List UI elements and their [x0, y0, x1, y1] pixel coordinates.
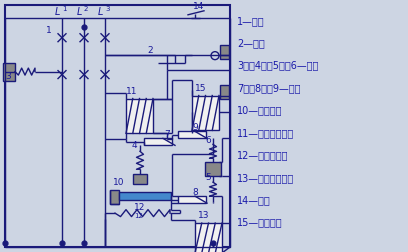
- Text: L: L: [77, 7, 82, 17]
- Bar: [110, 191, 119, 204]
- Bar: [126, 99, 153, 134]
- Bar: [144, 139, 172, 146]
- Bar: [5, 6, 230, 247]
- Text: 3: 3: [5, 71, 11, 80]
- Text: 14: 14: [193, 2, 204, 11]
- Text: 15: 15: [195, 83, 206, 92]
- Text: 6: 6: [205, 136, 211, 145]
- Bar: [119, 193, 171, 200]
- Text: 2: 2: [147, 46, 153, 54]
- Text: 2: 2: [84, 6, 89, 12]
- Text: 15—分励線圈: 15—分励線圈: [237, 217, 283, 227]
- Text: 12—加热电阵丝: 12—加热电阵丝: [237, 150, 288, 160]
- Text: 13—失压脱扣線圈: 13—失压脱扣線圈: [237, 172, 294, 182]
- Text: 9: 9: [192, 123, 198, 132]
- Text: 8: 8: [192, 187, 198, 196]
- Text: 12: 12: [134, 212, 143, 218]
- Text: 12: 12: [134, 202, 145, 211]
- Text: 10—双金属片: 10—双金属片: [237, 105, 282, 115]
- Text: 1: 1: [62, 6, 67, 12]
- Text: 1: 1: [46, 26, 52, 35]
- Bar: [220, 46, 229, 59]
- Text: 10: 10: [113, 177, 124, 186]
- Bar: [133, 175, 147, 184]
- Text: 7、。8、。9—衬鐵: 7、。8、。9—衬鐵: [237, 83, 301, 93]
- Text: L: L: [98, 7, 103, 17]
- Bar: [178, 196, 206, 203]
- Bar: [3, 64, 15, 81]
- Text: L: L: [55, 7, 60, 17]
- Text: 4: 4: [132, 141, 137, 150]
- Bar: [205, 163, 221, 177]
- Text: 11: 11: [126, 86, 137, 95]
- Bar: [220, 85, 229, 99]
- Text: 5: 5: [205, 173, 211, 181]
- Text: 1—触头: 1—触头: [237, 16, 265, 26]
- Text: 3: 3: [105, 6, 109, 12]
- Text: 3、。4、。5、。6—弹簧: 3、。4、。5、。6—弹簧: [237, 60, 318, 70]
- Text: 13: 13: [198, 210, 209, 219]
- Text: 14—按鈕: 14—按鈕: [237, 195, 271, 204]
- Bar: [195, 223, 222, 252]
- Bar: [192, 96, 219, 131]
- Text: 2—搃鑉: 2—搃鑉: [237, 38, 265, 48]
- Text: 11—过流脱扣線圈: 11—过流脱扣線圈: [237, 128, 294, 137]
- Text: 7: 7: [164, 130, 170, 139]
- Bar: [178, 132, 206, 139]
